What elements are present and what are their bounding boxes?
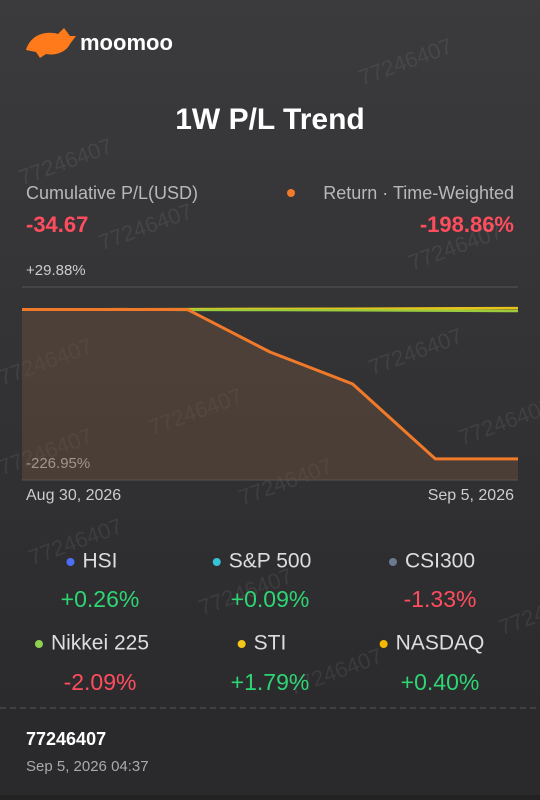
index-value: +0.26% <box>61 586 140 612</box>
y-tick-label: +29.88% <box>26 262 86 279</box>
index-name: NASDAQ <box>396 632 485 655</box>
legend-dot <box>287 189 295 197</box>
account: 77246407 <box>26 729 106 749</box>
card-bg <box>0 0 540 708</box>
legend-label: Return · Time-Weighted <box>323 183 514 203</box>
plot: +29.88% -226.95% <box>21 262 519 481</box>
footer-bg <box>0 708 540 795</box>
timestamp: Sep 5, 2026 04:37 <box>26 758 149 775</box>
index-name: CSI300 <box>405 550 475 573</box>
index-list: HSI +0.26% S&P 500 +0.09% CSI300 -1.33% Nikkei… <box>34 550 485 695</box>
index-value: -2.09% <box>64 669 137 695</box>
index-dot <box>212 558 221 566</box>
index-dot <box>388 558 397 566</box>
index-value: -1.33% <box>404 586 477 612</box>
brand: moomoo <box>80 30 173 55</box>
metric-value: -34.67 <box>26 212 88 237</box>
index-dot <box>379 640 388 648</box>
metric-label: Cumulative P/L(USD) <box>26 183 198 203</box>
return-value: -198.86% <box>420 212 514 237</box>
index-name: S&P 500 <box>229 550 312 573</box>
index-name: STI <box>254 632 287 655</box>
x-tick-label: Sep 5, 2026 <box>428 487 514 504</box>
index-name: HSI <box>82 550 117 573</box>
index-name: Nikkei 225 <box>51 632 149 655</box>
index-dot <box>34 640 43 648</box>
index-value: +0.09% <box>231 586 310 612</box>
index-value: +0.40% <box>401 669 480 695</box>
index-value: +1.79% <box>231 669 310 695</box>
return-line <box>22 307 518 461</box>
index-dot <box>66 558 75 566</box>
logo-icon <box>26 28 76 58</box>
return-area <box>22 309 518 480</box>
title: 1W P/L Trend <box>175 103 364 136</box>
index-dot <box>237 640 246 648</box>
x-tick-label: Aug 30, 2026 <box>26 487 121 504</box>
y-tick-label: -226.95% <box>26 455 90 472</box>
